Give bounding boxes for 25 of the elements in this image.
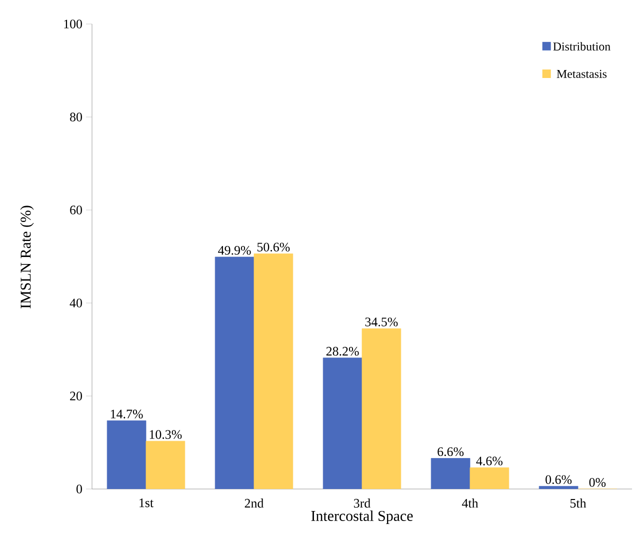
y-tick-label: 0 <box>76 484 82 494</box>
data-label: 0% <box>589 478 606 487</box>
y-tick-label: 80 <box>70 112 82 122</box>
y-tick-label: 40 <box>70 298 82 308</box>
x-tick-label: 1st <box>140 498 154 508</box>
x-tick-label: 3rd <box>354 498 370 508</box>
data-label: 49.9% <box>218 246 251 255</box>
y-tick-label: 100 <box>64 20 82 28</box>
y-axis-title: IMSLN Rate (%) <box>20 206 34 308</box>
x-tick-label: 4th <box>462 498 478 508</box>
y-tick-label: 60 <box>70 206 82 214</box>
x-axis-title: Intercostal Space <box>311 510 413 524</box>
data-label: 50.6% <box>257 242 290 252</box>
data-label: 14.7% <box>110 410 143 418</box>
data-label: 10.3% <box>150 430 182 439</box>
x-tick-label: 2nd <box>244 498 264 508</box>
legend-label: Distribution <box>553 42 610 51</box>
data-label: 34.5% <box>365 318 398 326</box>
data-label: 28.2% <box>326 346 359 356</box>
x-tick-label: 5th <box>570 498 586 508</box>
legend-label: Metastasis <box>556 70 607 78</box>
data-label: 4.6% <box>476 456 502 466</box>
data-label: 0.6% <box>546 475 572 484</box>
y-tick-label: 20 <box>70 392 82 400</box>
data-label: 6.6% <box>438 447 464 456</box>
